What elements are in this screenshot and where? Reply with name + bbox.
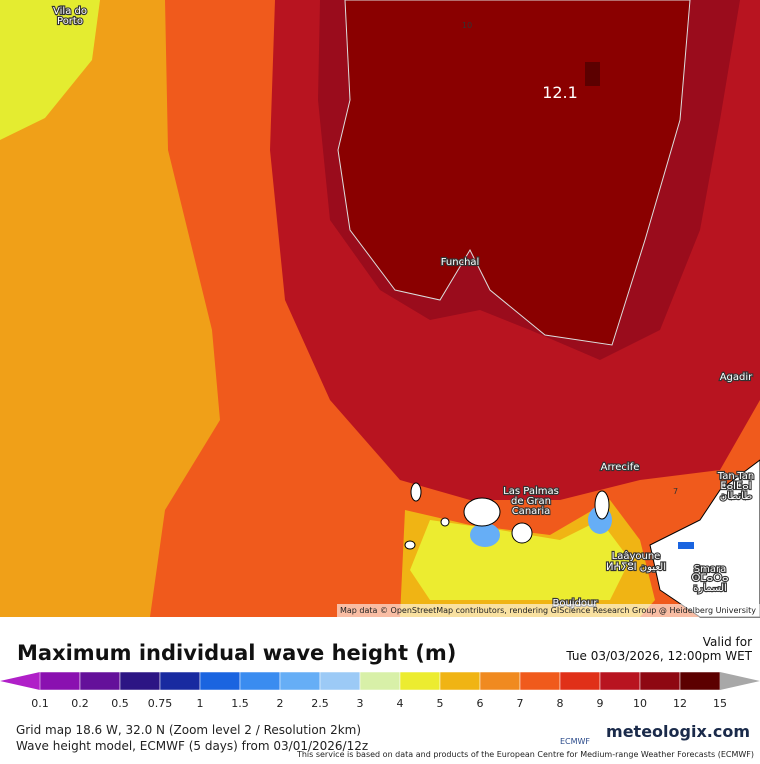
place-label: ⵙⵎⴰⵔⴰ bbox=[692, 573, 729, 584]
sea-field bbox=[0, 0, 220, 617]
colorbar-box bbox=[199, 671, 241, 691]
colorbar-box bbox=[559, 671, 601, 691]
colorbar-tick-label: 0.5 bbox=[111, 697, 129, 710]
colorbar-under bbox=[0, 672, 40, 690]
colorbar-box bbox=[319, 671, 361, 691]
sea-field bbox=[678, 542, 694, 549]
place-label: ⵟⴰⵏⵟⴰⵏ bbox=[720, 481, 751, 492]
grid-info: Grid map 18.6 W, 32.0 N (Zoom level 2 / … bbox=[16, 723, 361, 737]
place-label: السمارة bbox=[693, 583, 727, 594]
sea-field bbox=[585, 62, 600, 86]
valid-label: Valid for bbox=[703, 635, 752, 649]
attribution[interactable]: Map data © OpenStreetMap contributors, r… bbox=[340, 606, 756, 615]
colorbar-box bbox=[639, 671, 681, 691]
island bbox=[463, 497, 501, 527]
ecmwf-logo: ECMWF bbox=[560, 737, 590, 746]
colorbar-tick-label: 7 bbox=[517, 697, 524, 710]
colorbar-box bbox=[359, 671, 401, 691]
colorbar-box bbox=[279, 671, 321, 691]
colorbar-box bbox=[679, 671, 721, 691]
sea-field bbox=[337, 0, 691, 346]
max-value: 12.1 bbox=[542, 83, 578, 102]
colorbar-tick-label: 0.1 bbox=[31, 697, 49, 710]
attribution-bg bbox=[337, 604, 760, 617]
contour-label: 10 bbox=[462, 21, 472, 30]
island bbox=[404, 540, 416, 550]
sea-field bbox=[410, 520, 630, 600]
island bbox=[440, 517, 450, 527]
place-label: Laâyoune bbox=[612, 550, 661, 562]
colorbar-tick-label: 6 bbox=[477, 697, 484, 710]
notice: This service is based on data and produc… bbox=[296, 750, 754, 759]
colorbar-tick-label: 5 bbox=[437, 697, 444, 710]
colorbar-tick-label: 1.5 bbox=[231, 697, 249, 710]
land bbox=[649, 459, 760, 618]
sea-field bbox=[0, 0, 100, 140]
brand-logo[interactable]: meteologix.com bbox=[606, 722, 750, 741]
place-label: Vila do Porto bbox=[53, 6, 87, 27]
colorbar-box bbox=[399, 671, 441, 691]
place-label: Las Palmas de Gran Canaria bbox=[503, 486, 559, 517]
place-label: Funchal bbox=[441, 257, 480, 268]
colorbar-tick-label: 1 bbox=[197, 697, 204, 710]
sea-field bbox=[470, 523, 500, 547]
colorbar-box bbox=[519, 671, 561, 691]
place-label: ⵍⵄⵢⵓⵏ العيون bbox=[606, 562, 666, 573]
place-label: Arrecife bbox=[601, 462, 640, 473]
title: Maximum individual wave height (m) bbox=[17, 641, 456, 665]
colorbar-tick-label: 8 bbox=[557, 697, 564, 710]
colorbar-box bbox=[599, 671, 641, 691]
valid-time: Tue 03/03/2026, 12:00pm WET bbox=[565, 649, 752, 663]
contour-label: 7 bbox=[673, 487, 678, 496]
colorbar-box bbox=[159, 671, 201, 691]
island bbox=[410, 482, 422, 502]
colorbar-box bbox=[79, 671, 121, 691]
island bbox=[511, 522, 533, 544]
island bbox=[594, 490, 610, 520]
colorbar-tick-label: 9 bbox=[597, 697, 604, 710]
colorbar-box bbox=[239, 671, 281, 691]
model-info: Wave height model, ECMWF (5 days) from 0… bbox=[16, 739, 368, 753]
colorbar-tick-label: 4 bbox=[397, 697, 404, 710]
colorbar-tick-label: 15 bbox=[713, 697, 727, 710]
colorbar-tick-label: 2.5 bbox=[311, 697, 329, 710]
place-label: Smara bbox=[694, 564, 726, 575]
place-label: طانطان bbox=[720, 491, 752, 502]
colorbar-box bbox=[439, 671, 481, 691]
colorbar-tick-label: 10 bbox=[633, 697, 647, 710]
colorbar: 0.1 0.2 0.5 0.75 1 1.5 2 2.5 3 4 5 6 7 8 9 10 12 15 bbox=[0, 671, 760, 710]
colorbar-box bbox=[119, 671, 161, 691]
colorbar-tick-label: 3 bbox=[357, 697, 364, 710]
map: 12.1 10 7 Vila do Porto Funchal Las Palma… bbox=[0, 0, 760, 618]
colorbar-tick-label: 12 bbox=[673, 697, 687, 710]
place-label: Agadir bbox=[720, 372, 753, 383]
colorbar-tick-label: 0.2 bbox=[71, 697, 89, 710]
place-label: Tan-Tan bbox=[717, 471, 755, 482]
colorbar-tick-label: 0.75 bbox=[148, 697, 173, 710]
colorbar-box bbox=[39, 671, 81, 691]
colorbar-tick-label: 2 bbox=[277, 697, 284, 710]
colorbar-over bbox=[720, 672, 760, 690]
colorbar-box bbox=[479, 671, 521, 691]
